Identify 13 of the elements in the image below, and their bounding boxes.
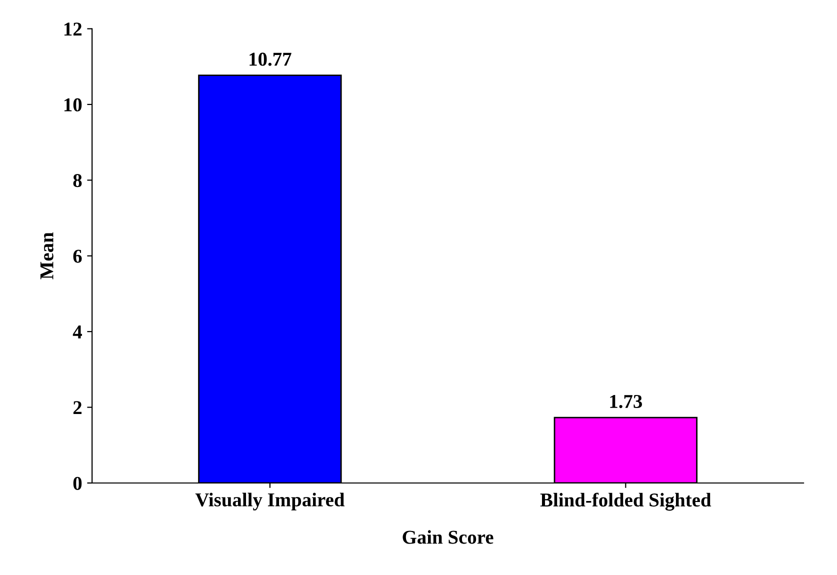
y-tick-label: 8 bbox=[73, 174, 82, 188]
x-axis-title: Gain Score bbox=[402, 530, 494, 544]
x-tick-label: Visually Impaired bbox=[195, 492, 345, 510]
x-tick-label: Blind-folded Sighted bbox=[540, 492, 712, 511]
y-tick-label: 6 bbox=[73, 250, 82, 263]
y-tick-label: 12 bbox=[64, 22, 82, 36]
y-tick-label: 10 bbox=[64, 98, 82, 112]
y-axis-title: Mean bbox=[40, 232, 54, 280]
data-label: 1.73 bbox=[610, 394, 642, 408]
y-tick-label: 4 bbox=[72, 326, 82, 338]
y-tick-label: 0 bbox=[73, 476, 82, 490]
y-tick-label: 2 bbox=[73, 401, 82, 414]
data-label: 10.77 bbox=[250, 52, 292, 66]
